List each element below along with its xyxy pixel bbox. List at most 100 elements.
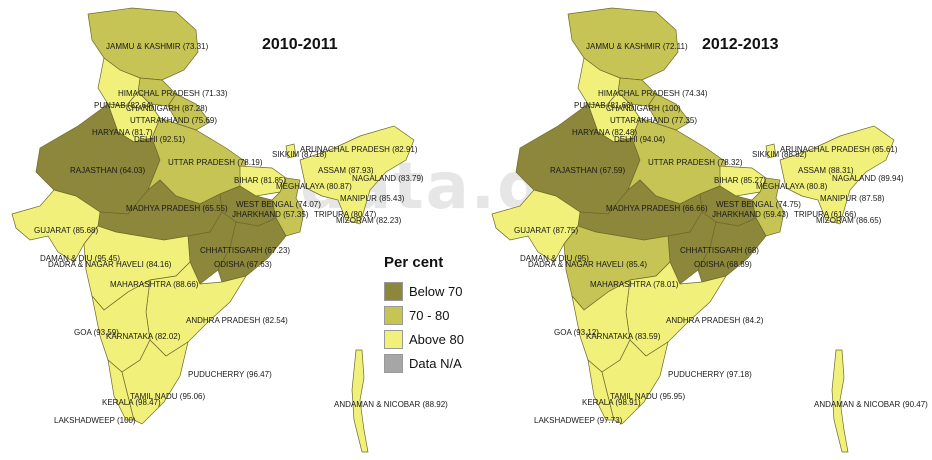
region-label: ANDHRA PRADESH (84.2) [666,316,764,325]
region-label: ASSAM (88.31) [798,166,854,175]
region-label: KARNATAKA (82.02) [106,332,181,341]
legend-label: Below 70 [409,283,463,299]
region-label: DADRA & NAGAR HAVELI (85.4) [528,260,647,269]
india-map-2012-2013 [491,7,895,453]
india-map-2010-2011 [11,7,415,453]
region-label: UTTARAKHAND (75.69) [130,116,217,125]
region-label: TRIPURA (61.66) [794,210,857,219]
region-label: MIZORAM (86.65) [816,216,882,225]
region-label: ASSAM (87.93) [318,166,374,175]
region-label: MANIPUR (85.43) [340,194,405,203]
region-an [831,349,849,453]
legend-label: 70 - 80 [409,307,450,323]
region-label: JHARKHAND (59.43) [712,210,789,219]
region-label: UTTAR PRADESH (78.19) [168,158,263,167]
region-sk [285,143,297,159]
region-label: HARYANA (81.7) [92,128,153,137]
region-label: CHANDIGARH (100) [606,104,681,113]
legend-label: Above 80 [409,331,464,347]
region-label: PUNJAB (81.66) [574,101,634,110]
region-label: ANDHRA PRADESH (82.54) [186,316,288,325]
region-label: SIKKIM (88.82) [752,150,807,159]
region-od [697,217,767,283]
region-label: RAJASTHAN (67.59) [550,166,626,175]
region-label: TRIPURA (80.47) [314,210,377,219]
region-label: DELHI (92.51) [134,135,186,144]
region-label: TAMIL NADU (95.06) [130,392,206,401]
region-label: PUDUCHERRY (97.18) [668,370,752,379]
legend-item-above-80: Above 80 [384,327,494,351]
region-label: CHANDIGARH (87.28) [126,104,208,113]
legend-title: Per cent [384,254,444,271]
region-label: JHARKHAND (57.35) [232,210,309,219]
region-label: WEST BENGAL (74.75) [716,200,801,209]
region-label: ODISHA (68.89) [694,260,752,269]
legend-item-data-na: Data N/A [384,351,494,375]
region-sk [765,143,777,159]
region-an [351,349,369,453]
map-title: 2012-2013 [702,36,779,53]
region-label: GUJARAT (87.75) [514,226,579,235]
region-label: MEGHALAYA (80.8) [756,182,828,191]
region-label: LAKSHADWEEP (97.73) [534,416,623,425]
map-2012-2013: 2012-2013 JAMMU & KASHMIR (72.11) HIMACHA… [480,0,928,460]
region-label: DELHI (94.04) [614,135,666,144]
legend: Per cent Below 70 70 - 80 Above 80 Data … [384,254,494,375]
region-label: DAMAN & DIU (95.45) [40,254,121,263]
region-tn [601,339,669,425]
region-label: HIMACHAL PRADESH (71.33) [118,89,228,98]
region-label: DAMAN & DIU (95) [520,254,589,263]
region-label: MIZORAM (82.23) [336,216,402,225]
region-label: KARNATAKA (83.59) [586,332,661,341]
region-label: TAMIL NADU (95.95) [610,392,686,401]
region-label: MAHARASHTRA (88.66) [110,280,199,289]
region-label: PUDUCHERRY (96.47) [188,370,272,379]
legend-swatch [384,305,403,325]
region-label: ANDAMAN & NICOBAR (88.92) [334,400,448,409]
legend-swatch [384,353,403,373]
region-label: RAJASTHAN (64.03) [70,166,146,175]
region-label: GUJARAT (85.68) [34,226,99,235]
region-jk [567,7,679,81]
region-ne [299,125,415,225]
region-label: BIHAR (81.85) [234,176,287,185]
region-label: GOA (93.12) [554,328,599,337]
region-label: ANDAMAN & NICOBAR (90.47) [814,400,928,409]
region-label: JAMMU & KASHMIR (73.31) [106,42,209,51]
region-od [217,217,287,283]
region-label: LAKSHADWEEP (100) [54,416,136,425]
region-label: MADHYA PRADESH (66.66) [606,204,708,213]
region-label: PUNJAB (82.64) [94,101,154,110]
legend-swatch [384,281,403,301]
map-2010-2011: 2010-2011 JAMMU & KASHMIR (73.31) HIMACHA… [0,0,448,460]
region-label: HIMACHAL PRADESH (74.34) [598,89,708,98]
region-tn [121,339,189,425]
region-label: MANIPUR (87.58) [820,194,885,203]
region-label: MADHYA PRADESH (65.55) [126,204,228,213]
region-label: UTTARAKHAND (77.35) [610,116,697,125]
region-label: CHHATTISGARH (68) [680,246,759,255]
region-ne [779,125,895,225]
region-label: CHHATTISGARH (67.23) [200,246,291,255]
region-label: GOA (93.59) [74,328,119,337]
region-label: SIKKIM (87.18) [272,150,327,159]
region-label: NAGALAND (89.94) [832,174,904,183]
legend-item-below-70: Below 70 [384,279,494,303]
region-label: HARYANA (82.48) [572,128,638,137]
region-label: ARUNACHAL PRADESH (85.61) [780,145,898,154]
region-label: BIHAR (85.27) [714,176,767,185]
legend-swatch [384,329,403,349]
region-label: KERALA (98.91) [582,398,641,407]
legend-label: Data N/A [409,355,462,371]
legend-item-70-80: 70 - 80 [384,303,494,327]
region-label: MAHARASHTRA (78.01) [590,280,679,289]
region-label: UTTAR PRADESH (78.32) [648,158,743,167]
region-label: ARUNACHAL PRADESH (82.91) [300,145,418,154]
region-label: DADRA & NAGAR HAVELI (84.16) [48,260,172,269]
region-jk [87,7,199,81]
map-title: 2010-2011 [262,36,338,53]
region-label: WEST BENGAL (74.07) [236,200,321,209]
region-label: ODISHA (67.63) [214,260,272,269]
region-label: NAGALAND (83.79) [352,174,424,183]
region-label: JAMMU & KASHMIR (72.11) [586,42,688,51]
